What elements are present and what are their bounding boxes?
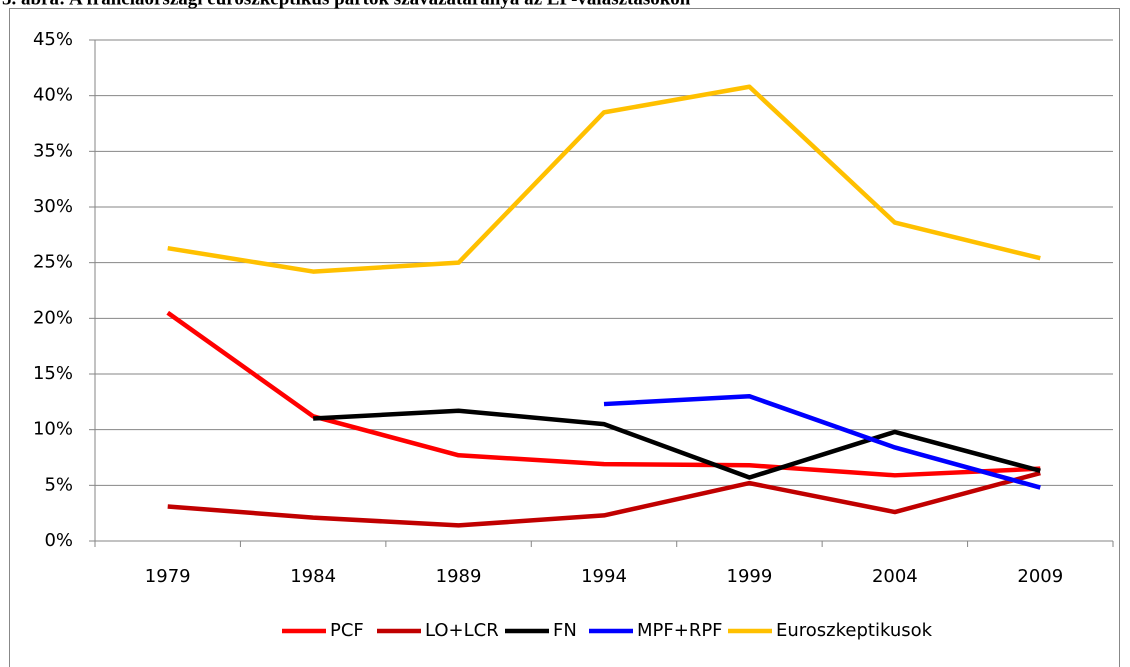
legend-label: Euroszkeptikusok [776, 620, 933, 641]
y-tick-label: 20% [33, 307, 73, 328]
chart-title: 5. ábra: A franciaországi euroszkeptikus… [2, 0, 691, 9]
y-tick-label: 5% [44, 474, 73, 495]
y-tick-label: 40% [33, 85, 73, 106]
x-tick-label: 2009 [1017, 566, 1063, 587]
series-line [313, 408, 1041, 480]
y-tick-label: 10% [33, 419, 73, 440]
y-tick-label: 15% [33, 363, 73, 384]
x-tick-label: 1994 [581, 566, 627, 587]
series-line [167, 84, 1041, 274]
legend-label: MPF+RPF [637, 620, 723, 641]
legend-label: FN [553, 620, 577, 641]
chart-border [9, 8, 1120, 667]
x-tick-label: 1979 [145, 566, 191, 587]
x-tick-label: 1999 [727, 566, 773, 587]
y-tick-label: 25% [33, 252, 73, 273]
y-tick-label: 45% [33, 29, 73, 50]
y-tick-label: 35% [33, 140, 73, 161]
y-tick-label: 0% [44, 530, 73, 551]
legend-label: PCF [330, 620, 364, 641]
y-tick-label: 30% [33, 196, 73, 217]
series-line [167, 470, 1041, 528]
x-tick-label: 2004 [872, 566, 918, 587]
series-line [603, 394, 1041, 490]
x-tick-label: 1984 [290, 566, 336, 587]
x-tick-label: 1989 [436, 566, 482, 587]
legend-label: LO+LCR [425, 620, 499, 641]
